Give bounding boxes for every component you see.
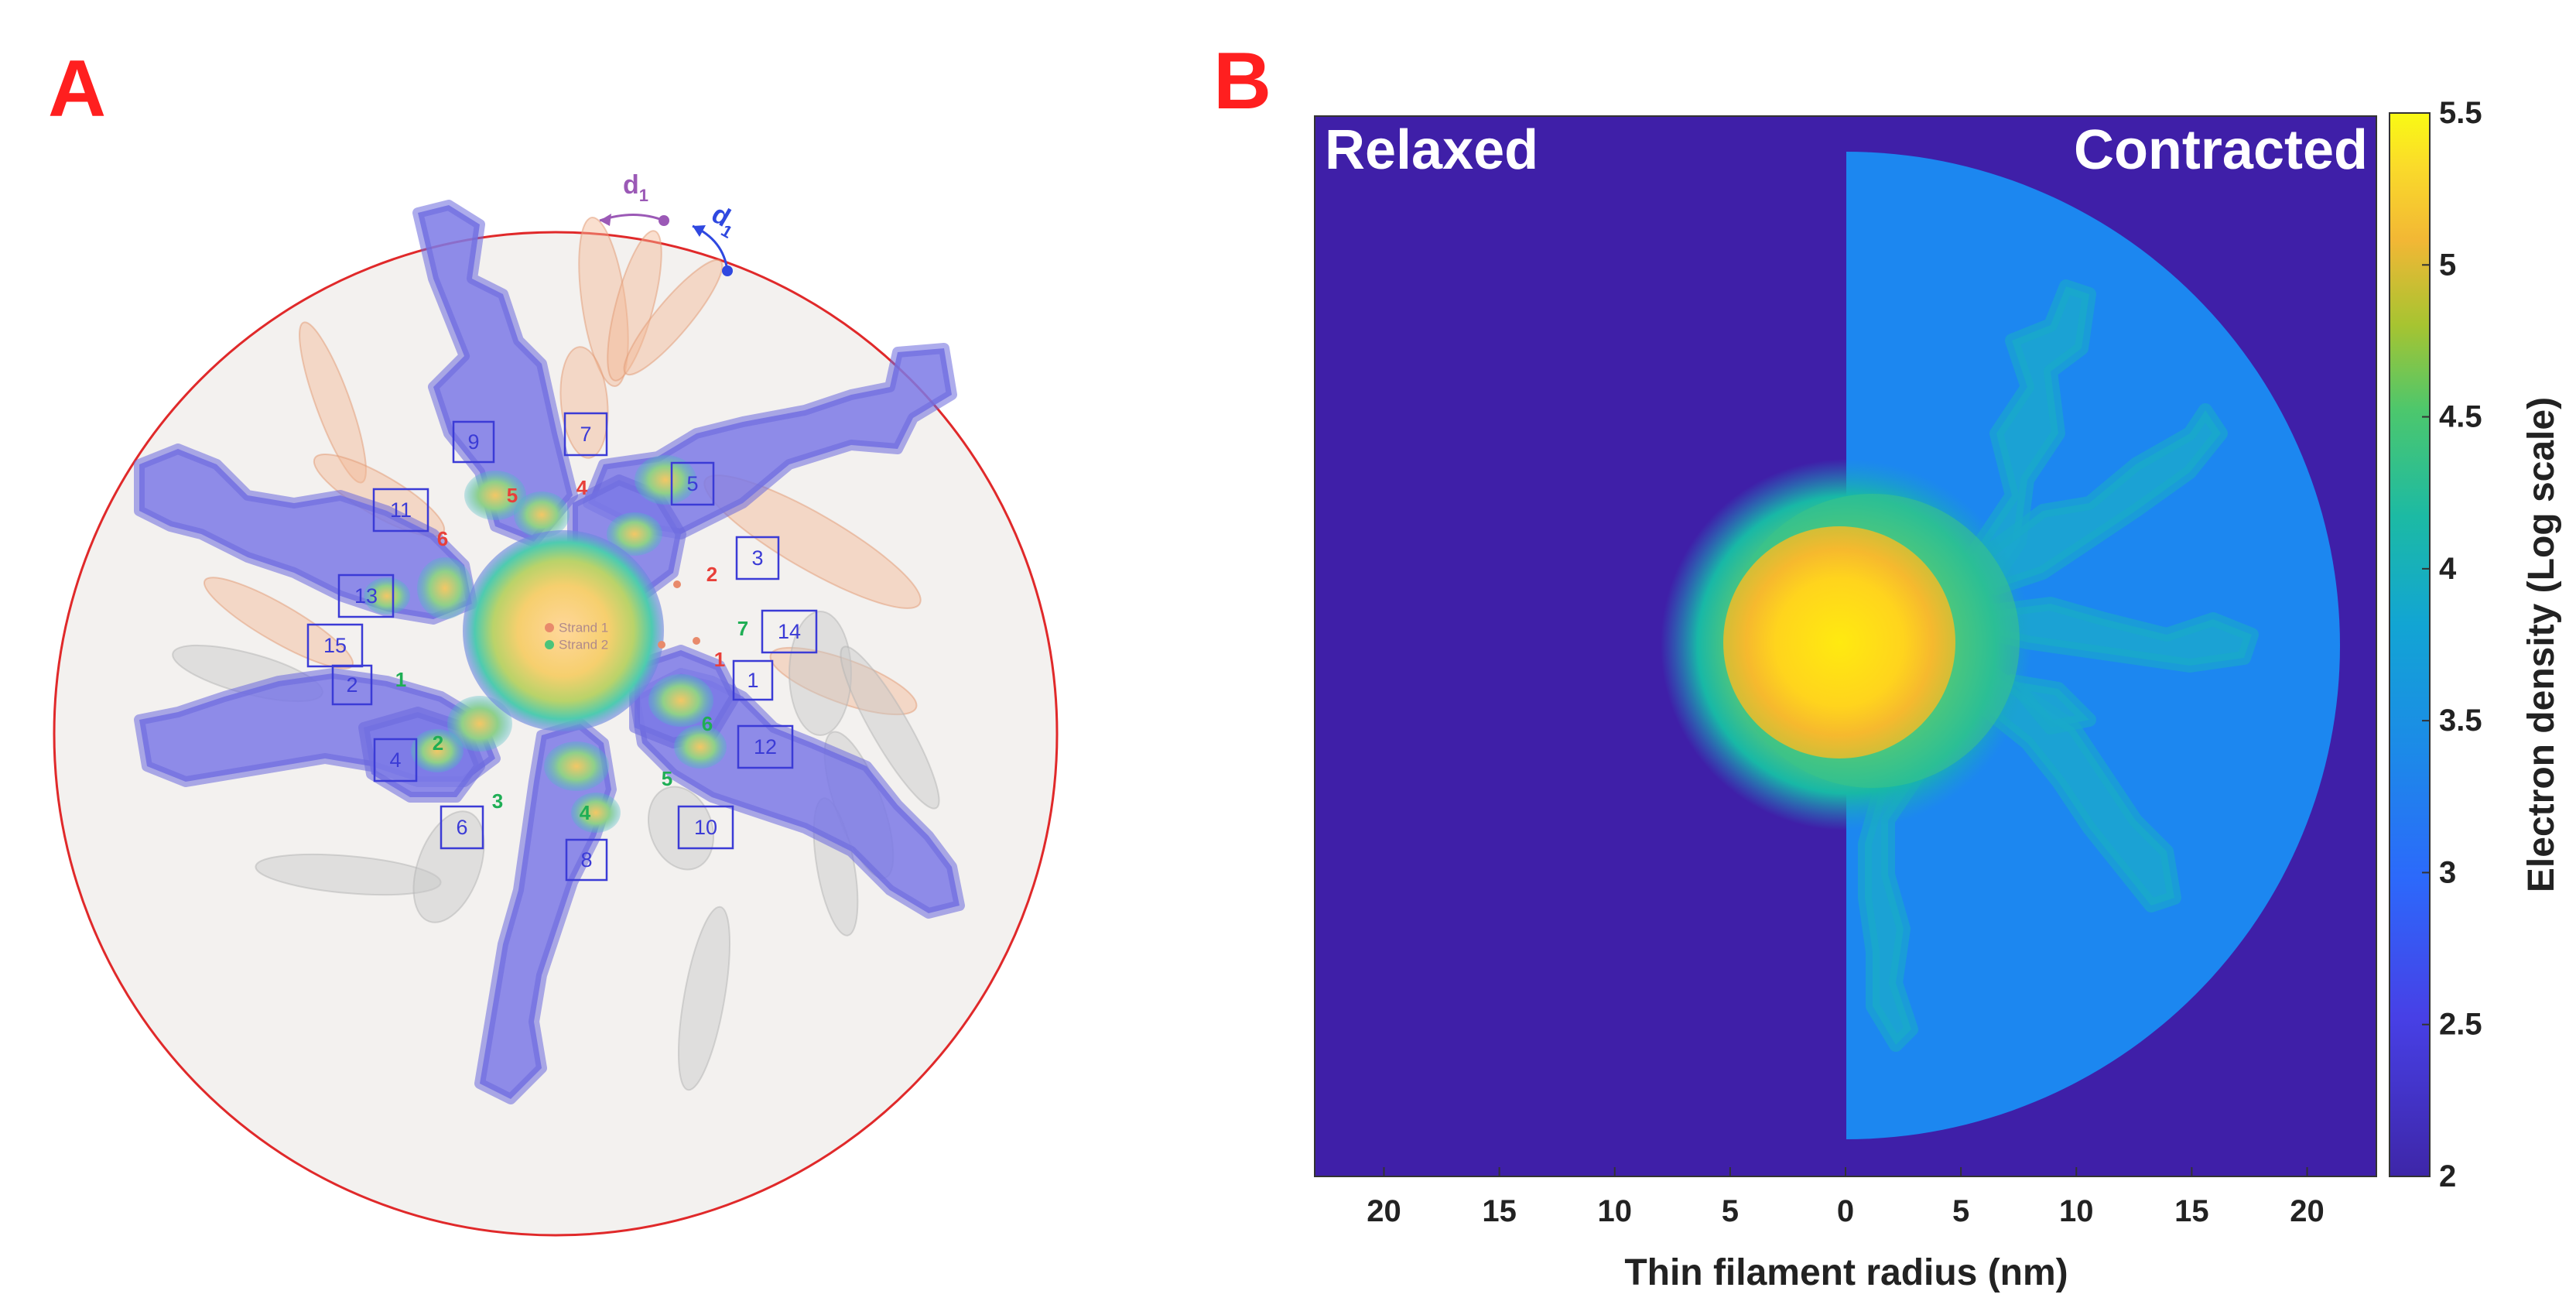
- myosin-heads-orange: [203, 217, 922, 716]
- filament-core: [463, 530, 664, 731]
- box-3: 3: [735, 536, 780, 580]
- svg-text:10: 10: [694, 816, 717, 839]
- red-number-labels: 1 2 4 5 6: [437, 476, 725, 671]
- panel-a-diagram: Strand 1 Strand 2 d1 d1 1 2 3 4 5 6 7 8: [53, 170, 1059, 1237]
- box-11: 11: [372, 488, 429, 532]
- colorbar-tick-label: 4: [2439, 552, 2457, 586]
- strand-1-label: Strand 1: [559, 621, 608, 635]
- density-heatmap: [1315, 116, 2376, 1176]
- svg-text:9: 9: [467, 430, 479, 454]
- colorbar-tick-label: 5: [2439, 248, 2456, 282]
- panel-b-letter: B: [1213, 36, 1271, 126]
- colorbar: 2 2.5 3 3.5 4 4.5 5 5.5 Electron density (Log s…: [2389, 96, 2562, 1193]
- box-12: 12: [737, 724, 794, 769]
- box-5: 5: [670, 461, 715, 506]
- contracted-label: Contracted: [2074, 119, 2368, 181]
- boxed-number-labels: 1 2 3 4 5 6 7 8 9 10 11 12 13 14 15: [306, 412, 818, 882]
- box-8: 8: [565, 838, 608, 882]
- box-4: 4: [373, 738, 418, 782]
- svg-text:1: 1: [747, 669, 758, 692]
- box-10: 10: [677, 805, 734, 850]
- box-15: 15: [306, 623, 364, 668]
- svg-text:11: 11: [390, 498, 412, 522]
- svg-text:2: 2: [433, 731, 443, 755]
- d1-label-purple: d1: [623, 170, 648, 205]
- colorbar-label: Electron density (Log scale): [2521, 397, 2562, 892]
- colorbar-tick-label: 4.5: [2439, 400, 2482, 434]
- panel-a-letter: A: [48, 44, 106, 134]
- svg-text:4: 4: [576, 476, 588, 499]
- strand-legend: Strand 1 Strand 2: [545, 580, 700, 652]
- colorbar-tick-label: 3: [2439, 855, 2456, 889]
- x-tick-label: 5: [1722, 1194, 1739, 1228]
- svg-text:2: 2: [346, 673, 357, 697]
- svg-text:12: 12: [754, 735, 777, 758]
- colorbar-gradient: [2389, 112, 2431, 1177]
- x-axis-label: Thin filament radius (nm): [1624, 1252, 2068, 1293]
- box-6: 6: [440, 805, 484, 850]
- strand-2-label: Strand 2: [559, 638, 608, 652]
- x-tick-label: 15: [2174, 1194, 2209, 1228]
- svg-text:2: 2: [706, 563, 717, 586]
- svg-text:1: 1: [714, 648, 725, 671]
- box-9: 9: [452, 420, 495, 464]
- svg-text:13: 13: [354, 584, 378, 608]
- svg-text:4: 4: [389, 748, 401, 772]
- svg-text:6: 6: [456, 816, 467, 839]
- box-7: 7: [563, 412, 608, 457]
- filament-core-b: [1723, 526, 1955, 758]
- x-tick-label: 10: [1597, 1194, 1632, 1228]
- x-tick-label: 15: [1482, 1194, 1517, 1228]
- svg-text:3: 3: [492, 789, 503, 813]
- x-tick-label: 20: [2290, 1194, 2325, 1228]
- colorbar-ticks: 2 2.5 3 3.5 4 4.5 5 5.5: [2422, 96, 2482, 1193]
- relaxed-label: Relaxed: [1325, 119, 1538, 181]
- svg-text:8: 8: [580, 848, 592, 871]
- x-tick-label: 20: [1367, 1194, 1401, 1228]
- svg-text:6: 6: [702, 712, 713, 735]
- svg-text:4: 4: [580, 801, 591, 824]
- svg-text:7: 7: [737, 617, 748, 640]
- svg-text:5: 5: [507, 484, 518, 507]
- x-tick-label: 5: [1952, 1194, 1969, 1228]
- green-number-labels: 1 2 3 4 5 6 7: [395, 617, 748, 824]
- svg-text:7: 7: [580, 423, 591, 446]
- x-tick-label: 0: [1837, 1194, 1854, 1228]
- colorbar-tick-label: 5.5: [2439, 96, 2482, 130]
- box-13: 13: [337, 574, 395, 618]
- distance-d1-annotation: d1 d1: [599, 170, 736, 276]
- svg-text:14: 14: [778, 620, 801, 643]
- svg-text:3: 3: [751, 546, 763, 570]
- x-tick-label: 10: [2059, 1194, 2094, 1228]
- box-1: 1: [732, 659, 774, 701]
- svg-text:5: 5: [662, 767, 672, 790]
- density-lobes: [364, 455, 727, 833]
- colorbar-tick-label: 2.5: [2439, 1008, 2482, 1042]
- svg-text:1: 1: [395, 668, 406, 691]
- x-axis-ticks: 20 15 10 5 0 5 10 15 20: [1367, 1167, 2325, 1228]
- svg-text:5: 5: [686, 472, 698, 495]
- colorbar-tick-label: 3.5: [2439, 704, 2482, 738]
- box-14: 14: [761, 609, 818, 654]
- colorbar-tick-label: 2: [2439, 1159, 2456, 1193]
- svg-text:6: 6: [437, 527, 448, 550]
- svg-text:15: 15: [323, 634, 347, 657]
